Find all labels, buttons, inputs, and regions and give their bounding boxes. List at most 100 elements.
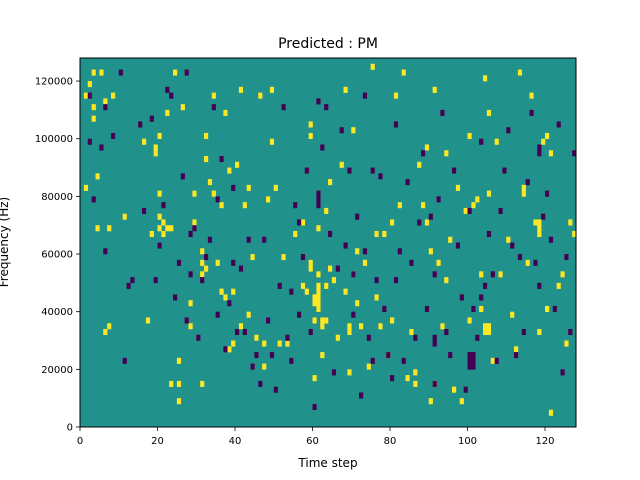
heatmap-cell-high [564,340,569,347]
heatmap-cell-low [126,282,131,289]
heatmap-cell-high [277,340,282,347]
heatmap-cell-low [514,352,519,359]
heatmap-cell-high [328,265,333,272]
heatmap-cell-high [359,323,364,330]
heatmap-cell-high [157,132,162,140]
heatmap-cell-high [161,219,166,226]
heatmap-cell-low [366,334,371,341]
heatmap-cell-high [541,138,546,145]
heatmap-cell-low [316,98,321,105]
heatmap-cell-low [297,219,302,226]
heatmap-cell-low [176,259,182,266]
heatmap-cell-high [211,190,216,197]
heatmap-cell-high [219,288,224,295]
heatmap-cell-high [428,248,433,255]
heatmap-cell-low [452,167,457,174]
heatmap-cell-low [479,294,484,301]
heatmap-cell-high [176,380,182,387]
heatmap-cell-low [432,271,437,278]
heatmap-cell-low [91,196,96,203]
heatmap-cell-low [521,328,526,336]
heatmap-cell-low [370,357,375,364]
heatmap-cell-low [351,271,356,278]
y-tick-label: 80000 [41,192,73,203]
heatmap-cell-high [537,219,542,238]
heatmap-cell-high [87,81,92,88]
heatmap-cell-high [273,184,278,191]
heatmap-cell-low [87,92,92,99]
heatmap-cell-high [490,357,495,364]
heatmap-cell-low [196,334,201,341]
heatmap-cell-high [293,230,298,238]
heatmap-cell-low [142,207,147,214]
heatmap-cell-low [351,311,356,318]
heatmap-cell-low [529,109,534,116]
heatmap-cell-low [173,294,178,301]
heatmap-cell-low [490,271,495,278]
heatmap-cell-high [347,369,352,376]
heatmap-cell-high [192,219,197,226]
heatmap-cell-high [180,104,185,111]
heatmap-cell-low [506,127,511,134]
heatmap-cell-high [308,121,313,128]
heatmap-cell-low [331,369,337,376]
heatmap-cell-high [545,132,550,140]
heatmap-cell-low [390,375,395,382]
heatmap-cell-high [207,179,213,186]
heatmap-cell-low [231,184,236,191]
heatmap-cell-high [413,380,418,387]
heatmap-cell-high [525,259,530,266]
heatmap-cell-high [157,225,162,232]
heatmap-cell-high [448,236,453,243]
heatmap-cell-low [432,380,437,387]
heatmap-cell-high [200,248,205,255]
heatmap-cell-high [483,323,492,336]
heatmap-cell-low [262,236,267,243]
heatmap-cell-low [316,190,321,209]
heatmap-cell-high [343,288,348,295]
heatmap-cell-high [200,380,205,387]
y-tick-label: 100000 [35,134,73,145]
heatmap-cell-high [471,202,476,209]
heatmap-cell-high [498,271,503,278]
plot-frame [79,57,577,428]
heatmap-cell-low [258,380,263,387]
heatmap-cell-low [393,121,399,128]
heatmap-cell-low [494,357,499,364]
heatmap-cell-high [374,294,379,301]
x-axis: 0 20 40 60 80 100 120 [77,427,555,447]
heatmap-cell-high [231,288,236,295]
heatmap-cell-high [424,144,430,151]
heatmap-cell-low [448,352,453,359]
heatmap-cell-high [204,156,209,163]
heatmap-cell-high [335,334,340,341]
heatmap-cell-low [455,242,461,249]
heatmap-cell-high [393,92,399,99]
heatmap-cell-high [428,398,433,405]
heatmap-cell-low [382,305,387,312]
heatmap-cell-high [440,323,445,330]
x-axis-label: Time step [297,456,357,470]
heatmap-cell-high [238,323,244,330]
plot-area [80,58,577,427]
heatmap-cell-low [537,144,542,157]
heatmap-cell-high [262,340,267,347]
heatmap-cell-low [432,334,437,347]
heatmap-cell-high [324,207,329,214]
heatmap-cell-low [436,196,441,203]
heatmap-cell-high [157,213,162,220]
y-tick-label: 120000 [35,77,73,88]
heatmap-cell-low [153,277,158,284]
heatmap-cell-high [246,311,251,318]
heatmap-cell-high [215,259,220,266]
heatmap-cell-low [99,144,104,151]
y-tick-label: 20000 [41,365,73,376]
heatmap-cell-low [227,300,232,307]
heatmap-cell-low [235,328,240,336]
heatmap-cell-low [545,190,550,197]
heatmap-cell-high [173,69,178,76]
x-tick-label: 40 [229,436,242,447]
heatmap-cell-high [479,271,484,278]
heatmap-cell-high [548,150,554,157]
